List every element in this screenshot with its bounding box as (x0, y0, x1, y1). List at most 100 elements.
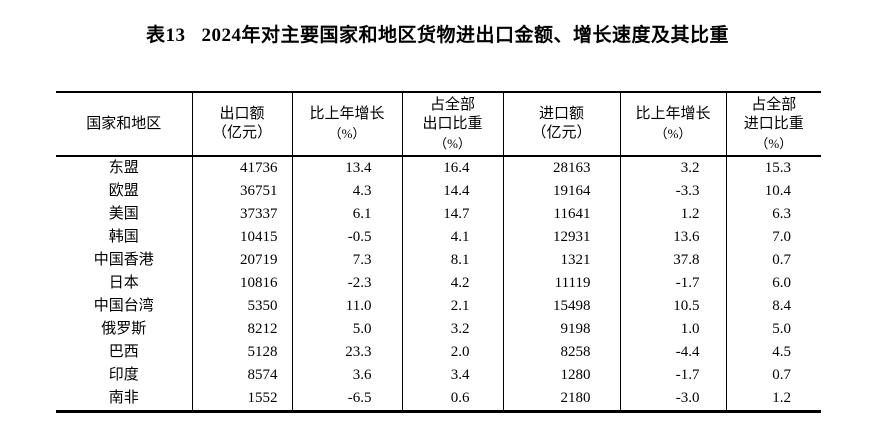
header-line: 比上年增长 (309, 106, 385, 122)
cell-import-growth: -3.0 (620, 387, 727, 412)
cell-import-value: 19164 (503, 180, 621, 203)
cell-export-share: 16.4 (402, 156, 504, 180)
header-line: 出口额 (219, 106, 265, 122)
cell-import-growth: 13.6 (620, 226, 727, 249)
column-header-import-value: 进口额 （亿元） (503, 92, 621, 157)
cell-region: 中国台湾 (56, 295, 193, 318)
cell-import-value: 15498 (503, 295, 621, 318)
header-line: 进口额 (538, 106, 584, 122)
cell-import-value: 12931 (503, 226, 621, 249)
cell-export-growth: 6.1 (292, 203, 403, 226)
table-row: 欧盟 36751 4.3 14.4 19164 -3.3 10.4 (56, 180, 821, 203)
cell-export-value: 10816 (192, 272, 293, 295)
column-header-region: 国家和地区 (56, 92, 193, 157)
cell-export-value: 5350 (192, 295, 293, 318)
table-row: 中国香港 20719 7.3 8.1 1321 37.8 0.7 (56, 249, 821, 272)
cell-import-growth: 10.5 (620, 295, 727, 318)
cell-export-value: 8574 (192, 364, 293, 387)
table-row: 日本 10816 -2.3 4.2 11119 -1.7 6.0 (56, 272, 821, 295)
table-row: 中国台湾 5350 11.0 2.1 15498 10.5 8.4 (56, 295, 821, 318)
cell-import-growth: -4.4 (620, 341, 727, 364)
column-header-import-share: 占全部 进口比重 （%） (726, 92, 821, 157)
cell-import-growth: 1.2 (620, 203, 727, 226)
table-row: 东盟 41736 13.4 16.4 28163 3.2 15.3 (56, 156, 821, 180)
cell-region: 中国香港 (56, 249, 193, 272)
cell-export-share: 0.6 (402, 387, 504, 412)
header-pct-line: （%） (328, 126, 366, 141)
table-title-text: 2024年对主要国家和地区货物进出口金额、增长速度及其比重 (201, 25, 730, 46)
cell-export-growth: -0.5 (292, 226, 403, 249)
table-header: 国家和地区 出口额 （亿元） 比上年增长 （%） 占全部 出口比重 （%） (56, 92, 821, 157)
cell-export-share: 4.2 (402, 272, 504, 295)
cell-import-growth: -1.7 (620, 364, 727, 387)
cell-import-value: 1280 (503, 364, 621, 387)
cell-import-share: 0.7 (772, 252, 791, 268)
cell-import-share: 8.4 (772, 298, 791, 314)
cell-export-growth: -2.3 (292, 272, 403, 295)
cell-export-share: 2.1 (402, 295, 504, 318)
cell-import-share: 10.4 (764, 183, 791, 199)
cell-export-value: 5128 (192, 341, 293, 364)
header-pct-line: （%） (434, 135, 471, 151)
cell-region: 巴西 (56, 341, 193, 364)
table-row: 印度 8574 3.6 3.4 1280 -1.7 0.7 (56, 364, 821, 387)
cell-region: 东盟 (56, 156, 193, 180)
table-title: 表13 2024年对主要国家和地区货物进出口金额、增长速度及其比重 (0, 20, 875, 47)
cell-import-growth: 37.8 (620, 249, 727, 272)
cell-export-share: 8.1 (402, 249, 504, 272)
cell-export-growth: -6.5 (292, 387, 403, 412)
cell-region: 美国 (56, 203, 193, 226)
header-line: 进口比重 (743, 115, 804, 132)
column-header-import-growth: 比上年增长 （%） (620, 92, 727, 157)
cell-region: 南非 (56, 387, 193, 412)
cell-export-value: 36751 (192, 180, 293, 203)
cell-export-growth: 5.0 (292, 318, 403, 341)
column-header-export-value: 出口额 （亿元） (192, 92, 293, 157)
cell-import-share: 6.3 (772, 206, 791, 222)
table-body: 东盟 41736 13.4 16.4 28163 3.2 15.3 欧盟 36751 4.3 14.… (56, 156, 821, 412)
cell-export-growth: 7.3 (292, 249, 403, 272)
cell-region: 印度 (56, 364, 193, 387)
cell-import-growth: -1.7 (620, 272, 727, 295)
header-pct-line: （%） (654, 126, 692, 141)
header-line: 出口比重 (422, 115, 483, 132)
cell-region: 日本 (56, 272, 193, 295)
cell-import-value: 9198 (503, 318, 621, 341)
cell-export-value: 20719 (192, 249, 293, 272)
column-header-export-share: 占全部 出口比重 （%） (402, 92, 504, 157)
cell-export-value: 1552 (192, 387, 293, 412)
header-line: 比上年增长 (635, 106, 711, 122)
cell-export-growth: 23.3 (292, 341, 403, 364)
cell-import-share: 4.5 (772, 344, 791, 360)
header-pct-line: （%） (755, 135, 793, 151)
cell-region: 韩国 (56, 226, 193, 249)
cell-import-value: 11641 (503, 203, 621, 226)
cell-import-growth: 1.0 (620, 318, 727, 341)
header-line: 占全部 (429, 96, 475, 113)
cell-import-share: 0.7 (772, 367, 791, 383)
cell-export-growth: 13.4 (292, 156, 403, 180)
table-row: 俄罗斯 8212 5.0 3.2 9198 1.0 5.0 (56, 318, 821, 341)
cell-import-value: 8258 (503, 341, 621, 364)
cell-export-share: 2.0 (402, 341, 504, 364)
cell-export-share: 14.4 (402, 180, 504, 203)
header-unit-line: （亿元） (211, 125, 272, 141)
cell-export-growth: 4.3 (292, 180, 403, 203)
cell-import-share: 6.0 (772, 275, 791, 291)
table-row: 巴西 5128 23.3 2.0 8258 -4.4 4.5 (56, 341, 821, 364)
cell-export-value: 10415 (192, 226, 293, 249)
cell-import-value: 11119 (503, 272, 621, 295)
cell-region: 俄罗斯 (56, 318, 193, 341)
cell-region: 欧盟 (56, 180, 193, 203)
column-header-export-growth: 比上年增长 （%） (292, 92, 403, 157)
trade-table: 国家和地区 出口额 （亿元） 比上年增长 （%） 占全部 出口比重 （%） (56, 91, 821, 413)
header-line: 占全部 (751, 96, 797, 113)
cell-import-growth: -3.3 (620, 180, 727, 203)
table-number: 表13 (145, 25, 186, 46)
cell-import-value: 2180 (503, 387, 621, 412)
cell-export-value: 8212 (192, 318, 293, 341)
cell-export-growth: 3.6 (292, 364, 403, 387)
cell-import-share: 1.2 (772, 390, 791, 406)
header-row: 国家和地区 出口额 （亿元） 比上年增长 （%） 占全部 出口比重 （%） (56, 92, 821, 157)
trade-table-container: 国家和地区 出口额 （亿元） 比上年增长 （%） 占全部 出口比重 （%） (56, 91, 821, 413)
